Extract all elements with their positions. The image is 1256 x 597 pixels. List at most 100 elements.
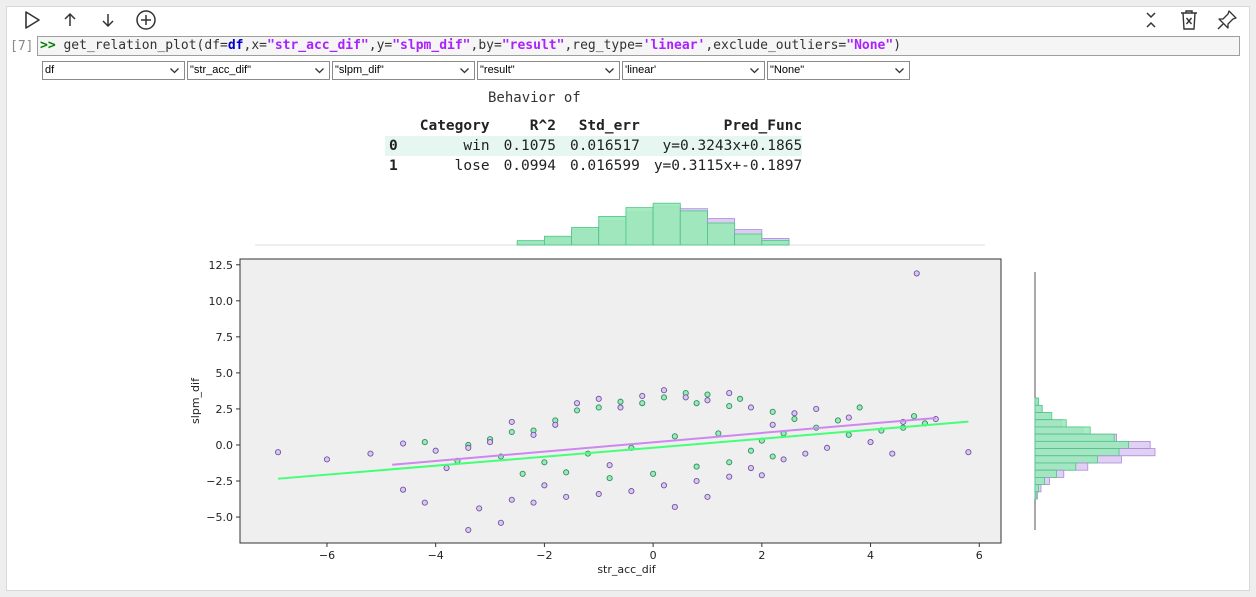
y-tick-label: 10.0 — [209, 295, 234, 308]
scatter-point-lose — [432, 447, 439, 454]
scatter-point-lose — [682, 394, 689, 401]
scatter-point-lose — [541, 482, 548, 489]
scatter-point-lose — [704, 493, 711, 500]
dropdown-value: "None" — [770, 64, 805, 76]
scatter-point-lose — [465, 526, 472, 534]
add-cell-button[interactable] — [133, 8, 159, 32]
collapse-button[interactable] — [1138, 8, 1164, 32]
regression-line-lose — [277, 420, 969, 480]
scatter-point-lose — [595, 395, 602, 402]
scatter-point-lose — [758, 472, 765, 479]
code-token: df — [204, 38, 221, 53]
delete-button[interactable] — [1176, 8, 1202, 32]
scatter-point-lose — [813, 405, 820, 412]
dropdown-value: "slpm_dif" — [335, 64, 384, 76]
execution-count: [7] — [10, 39, 34, 54]
table-cell: 0.016517 — [555, 136, 640, 156]
reg-type-dropdown[interactable]: 'linear' — [622, 61, 765, 80]
table-cell: 0.1075 — [489, 136, 556, 156]
scatter-point-lose — [726, 473, 733, 480]
scatter-point-lose — [530, 431, 537, 438]
run-button[interactable] — [19, 8, 45, 32]
code-token: ,by= — [470, 38, 502, 53]
y-tick-label: −5.0 — [206, 511, 233, 524]
right-histogram-bar-win — [1034, 412, 1053, 421]
scatter-point-win — [639, 400, 646, 407]
move-down-icon — [102, 14, 114, 28]
scatter-point-lose — [563, 493, 570, 500]
results-table: Category R^2 Std_err Pred_Func 0 win 0.1… — [385, 116, 803, 176]
right-histogram-bar-win — [1034, 419, 1067, 428]
pin-icon — [1217, 10, 1237, 30]
y-axis-label: slpm_dif — [189, 377, 202, 424]
scatter-point-lose — [508, 418, 515, 425]
top-histogram-bar-win — [652, 202, 681, 246]
x-tick-label: 0 — [650, 549, 657, 562]
move-up-button[interactable] — [57, 8, 83, 32]
code-token: ,y= — [368, 38, 393, 53]
scatter-point-win — [693, 463, 700, 470]
scatter-point-lose — [726, 390, 733, 397]
scatter-point-win — [606, 475, 613, 482]
code-input[interactable]: >> get_relation_plot(df=df,x="str_acc_di… — [37, 36, 1240, 56]
row-index: 1 — [389, 158, 398, 174]
top-histogram-bar-win — [571, 226, 600, 246]
code-token: "slpm_dif" — [392, 38, 471, 53]
pin-button[interactable] — [1214, 8, 1240, 32]
x-dropdown[interactable]: "str_acc_dif" — [187, 61, 330, 80]
output-title: Behavior of — [488, 90, 581, 106]
code-token: 'linear' — [642, 38, 706, 53]
scatter-point-lose — [845, 414, 852, 421]
y-dropdown[interactable]: "slpm_dif" — [332, 61, 475, 80]
chevron-down-icon — [460, 68, 469, 74]
delete-icon — [1181, 10, 1197, 30]
table-cell: 0.016599 — [569, 158, 640, 174]
code-token: get_relation_plot( — [55, 38, 205, 53]
scatter-point-win — [769, 408, 776, 415]
y-tick-label: 0.0 — [216, 439, 234, 452]
scatter-point-win — [617, 398, 624, 405]
scatter-point-lose — [400, 486, 407, 493]
x-tick-label: −4 — [428, 549, 444, 562]
scatter-point-win — [563, 469, 570, 476]
scatter-point-lose — [443, 464, 450, 472]
scatter-point-win — [737, 395, 744, 402]
scatter-point-lose — [606, 462, 613, 469]
right-histogram-bar-win — [1034, 433, 1115, 442]
right-histogram-bar-win — [1034, 455, 1098, 464]
scatter-point-lose — [965, 449, 972, 456]
column-header: R^2 — [529, 118, 556, 134]
scatter-point-lose — [508, 496, 515, 503]
chevron-down-icon — [895, 68, 904, 74]
code-token: >> — [40, 38, 56, 53]
y-tick-label: 5.0 — [216, 367, 234, 380]
scatter-point-lose — [421, 499, 428, 506]
scatter-point-win — [726, 402, 733, 410]
table-cell: 0.0994 — [503, 158, 556, 174]
regression-line-win — [392, 416, 936, 466]
by-dropdown[interactable]: "result" — [477, 61, 620, 80]
right-histogram-bar-win — [1034, 484, 1039, 493]
scatter-point-lose — [573, 400, 581, 407]
df-dropdown[interactable]: df — [42, 61, 185, 80]
scatter-point-win — [541, 459, 548, 466]
scatter-point-lose — [913, 270, 920, 277]
scatter-point-lose — [617, 404, 624, 411]
scatter-point-lose — [780, 456, 787, 463]
scatter-point-lose — [530, 499, 537, 506]
top-histogram-bar-win — [734, 233, 763, 246]
exclude-outliers-dropdown[interactable]: "None" — [767, 61, 910, 80]
x-tick-label: 6 — [976, 549, 983, 562]
table-row: 0 win 0.1075 0.016517 y=0.3243x+0.1865 — [385, 136, 803, 156]
code-token: ,exclude_outliers= — [705, 38, 847, 53]
scatter-point-win — [704, 391, 711, 398]
scatter-point-lose — [274, 449, 282, 456]
scatter-point-win — [910, 413, 918, 420]
scatter-point-lose — [639, 392, 646, 400]
move-down-button[interactable] — [95, 8, 121, 32]
right-histogram-bar-win — [1034, 491, 1037, 500]
scatter-point-lose — [867, 439, 874, 446]
top-histogram-bar-win — [679, 210, 708, 246]
scatter-point-lose — [660, 387, 668, 394]
